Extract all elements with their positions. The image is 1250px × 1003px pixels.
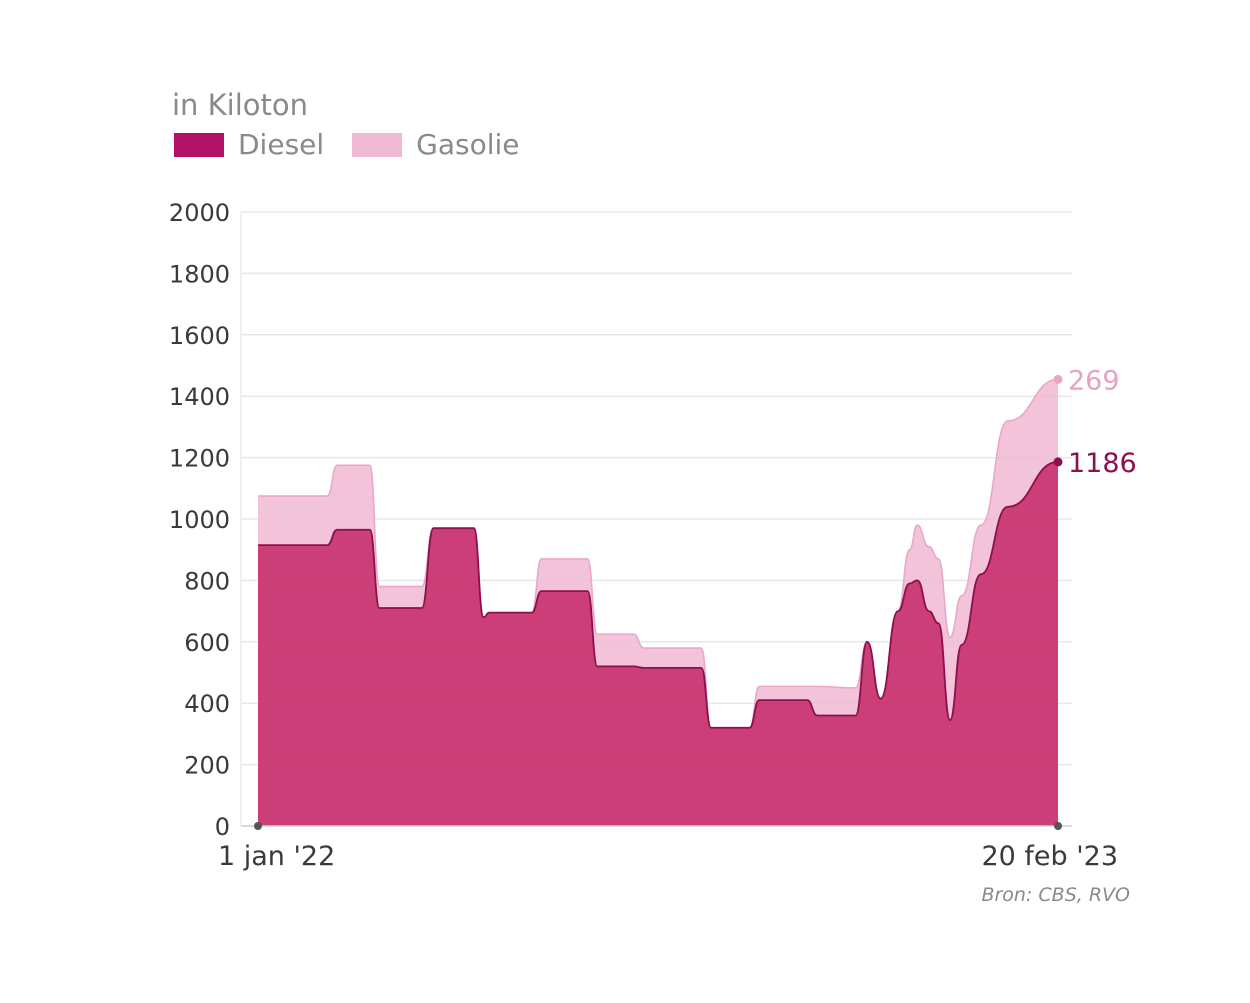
line-diesel bbox=[257, 461, 1059, 729]
legend-label-gasolie: Gasolie bbox=[416, 128, 520, 161]
y-tick-label-600: 600 bbox=[184, 629, 230, 657]
x-tick-marker-end bbox=[1054, 822, 1062, 830]
y-tick-label-200: 200 bbox=[184, 752, 230, 780]
end-label-diesel: 1186 bbox=[1068, 448, 1137, 479]
source-note: Bron: CBS, RVO bbox=[981, 884, 1130, 906]
y-axis-unit-label: in Kiloton bbox=[172, 88, 309, 122]
y-tick-label-400: 400 bbox=[184, 690, 230, 718]
areas bbox=[257, 378, 1059, 826]
axes: 0 200 400 600 800 1000 1200 1400 1600 1800 2000 1 j… bbox=[169, 199, 1118, 872]
y-tick-label-2000: 2000 bbox=[169, 199, 230, 227]
labels: 269 1186 bbox=[1053, 365, 1137, 479]
y-tick-label-0: 0 bbox=[215, 813, 230, 841]
area-diesel bbox=[258, 461, 1058, 826]
end-label-gasolie: 269 bbox=[1068, 365, 1120, 396]
y-tick-label-1000: 1000 bbox=[169, 506, 230, 534]
end-marker-gasolie bbox=[1053, 374, 1063, 384]
legend-label-diesel: Diesel bbox=[238, 128, 325, 161]
legend: Diesel Gasolie bbox=[174, 128, 534, 161]
y-tick-label-1400: 1400 bbox=[169, 383, 230, 411]
legend-swatch-gasolie bbox=[352, 132, 403, 157]
x-tick-label-end: 20 feb '23 bbox=[981, 841, 1118, 872]
legend-item-diesel: Diesel bbox=[174, 128, 324, 161]
y-tick-label-1800: 1800 bbox=[169, 260, 230, 288]
y-tick-label-1200: 1200 bbox=[169, 445, 230, 473]
legend-item-gasolie: Gasolie bbox=[352, 128, 520, 161]
x-tick-marker-start bbox=[254, 822, 262, 830]
y-tick-label-1600: 1600 bbox=[169, 322, 230, 350]
legend-swatch-diesel bbox=[174, 132, 224, 157]
y-tick-label-800: 800 bbox=[184, 567, 230, 595]
end-marker-diesel bbox=[1053, 457, 1063, 467]
x-tick-label-start: 1 jan '22 bbox=[218, 841, 335, 872]
